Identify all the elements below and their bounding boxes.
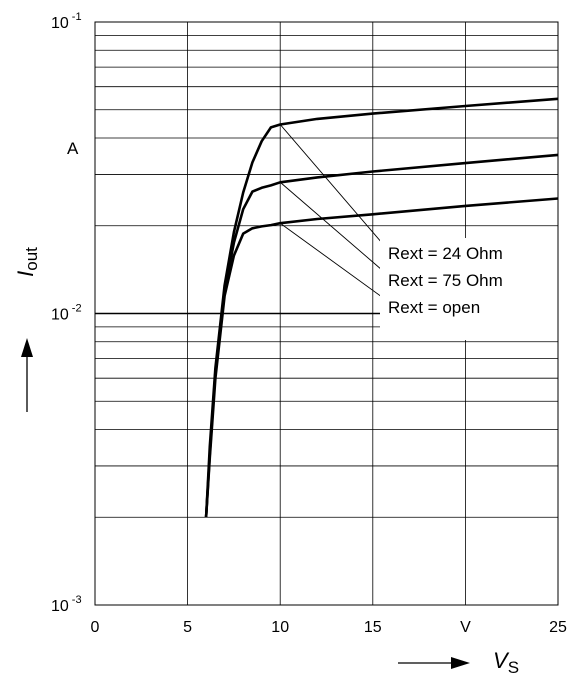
x-axis-var: V xyxy=(493,648,510,673)
y-axis-var: I xyxy=(13,271,38,277)
legend: Rext = 24 Ohm Rext = 75 Ohm Rext = open xyxy=(388,244,503,317)
y-axis-arrow-icon xyxy=(21,338,33,412)
legend-label-1: Rext = 24 Ohm xyxy=(388,244,503,263)
y-tick-label: 10 -2 xyxy=(51,303,82,324)
y-axis-subscript: out xyxy=(22,247,41,271)
legend-leader-lines xyxy=(279,124,383,298)
leader-line-3 xyxy=(279,222,383,298)
y-axis-title: Iout xyxy=(13,247,41,277)
leader-line-1 xyxy=(279,124,383,244)
y-unit-label: A xyxy=(67,139,79,158)
y-tick-label: 10 -1 xyxy=(51,11,82,32)
legend-background xyxy=(380,238,558,340)
x-tick-label: V xyxy=(460,619,471,636)
x-tick-label: 5 xyxy=(183,619,192,636)
x-tick-label: 10 xyxy=(271,619,289,636)
x-axis-arrow-icon xyxy=(398,657,470,669)
x-tick-label: 0 xyxy=(91,619,100,636)
y-tick-label: 10 -3 xyxy=(51,594,82,615)
x-arrow-head xyxy=(451,657,470,669)
series-group xyxy=(204,97,559,518)
x-axis-title: VS xyxy=(493,648,519,677)
legend-label-3: Rext = open xyxy=(388,298,480,317)
legend-label-2: Rext = 75 Ohm xyxy=(388,271,503,290)
y-arrow-head xyxy=(21,338,33,357)
svg-text:Iout: Iout xyxy=(13,247,41,277)
svg-text:VS: VS xyxy=(493,648,519,677)
series-line-3 xyxy=(204,197,559,518)
x-tick-label: 25 xyxy=(549,619,567,636)
leader-line-2 xyxy=(279,181,383,271)
x-axis-subscript: S xyxy=(508,658,519,677)
plot-frame xyxy=(94,21,559,606)
x-tick-label: 15 xyxy=(364,619,382,636)
tick-labels: 0 5 10 15 V 25 10-1 10-2 10-3 xyxy=(51,11,567,636)
